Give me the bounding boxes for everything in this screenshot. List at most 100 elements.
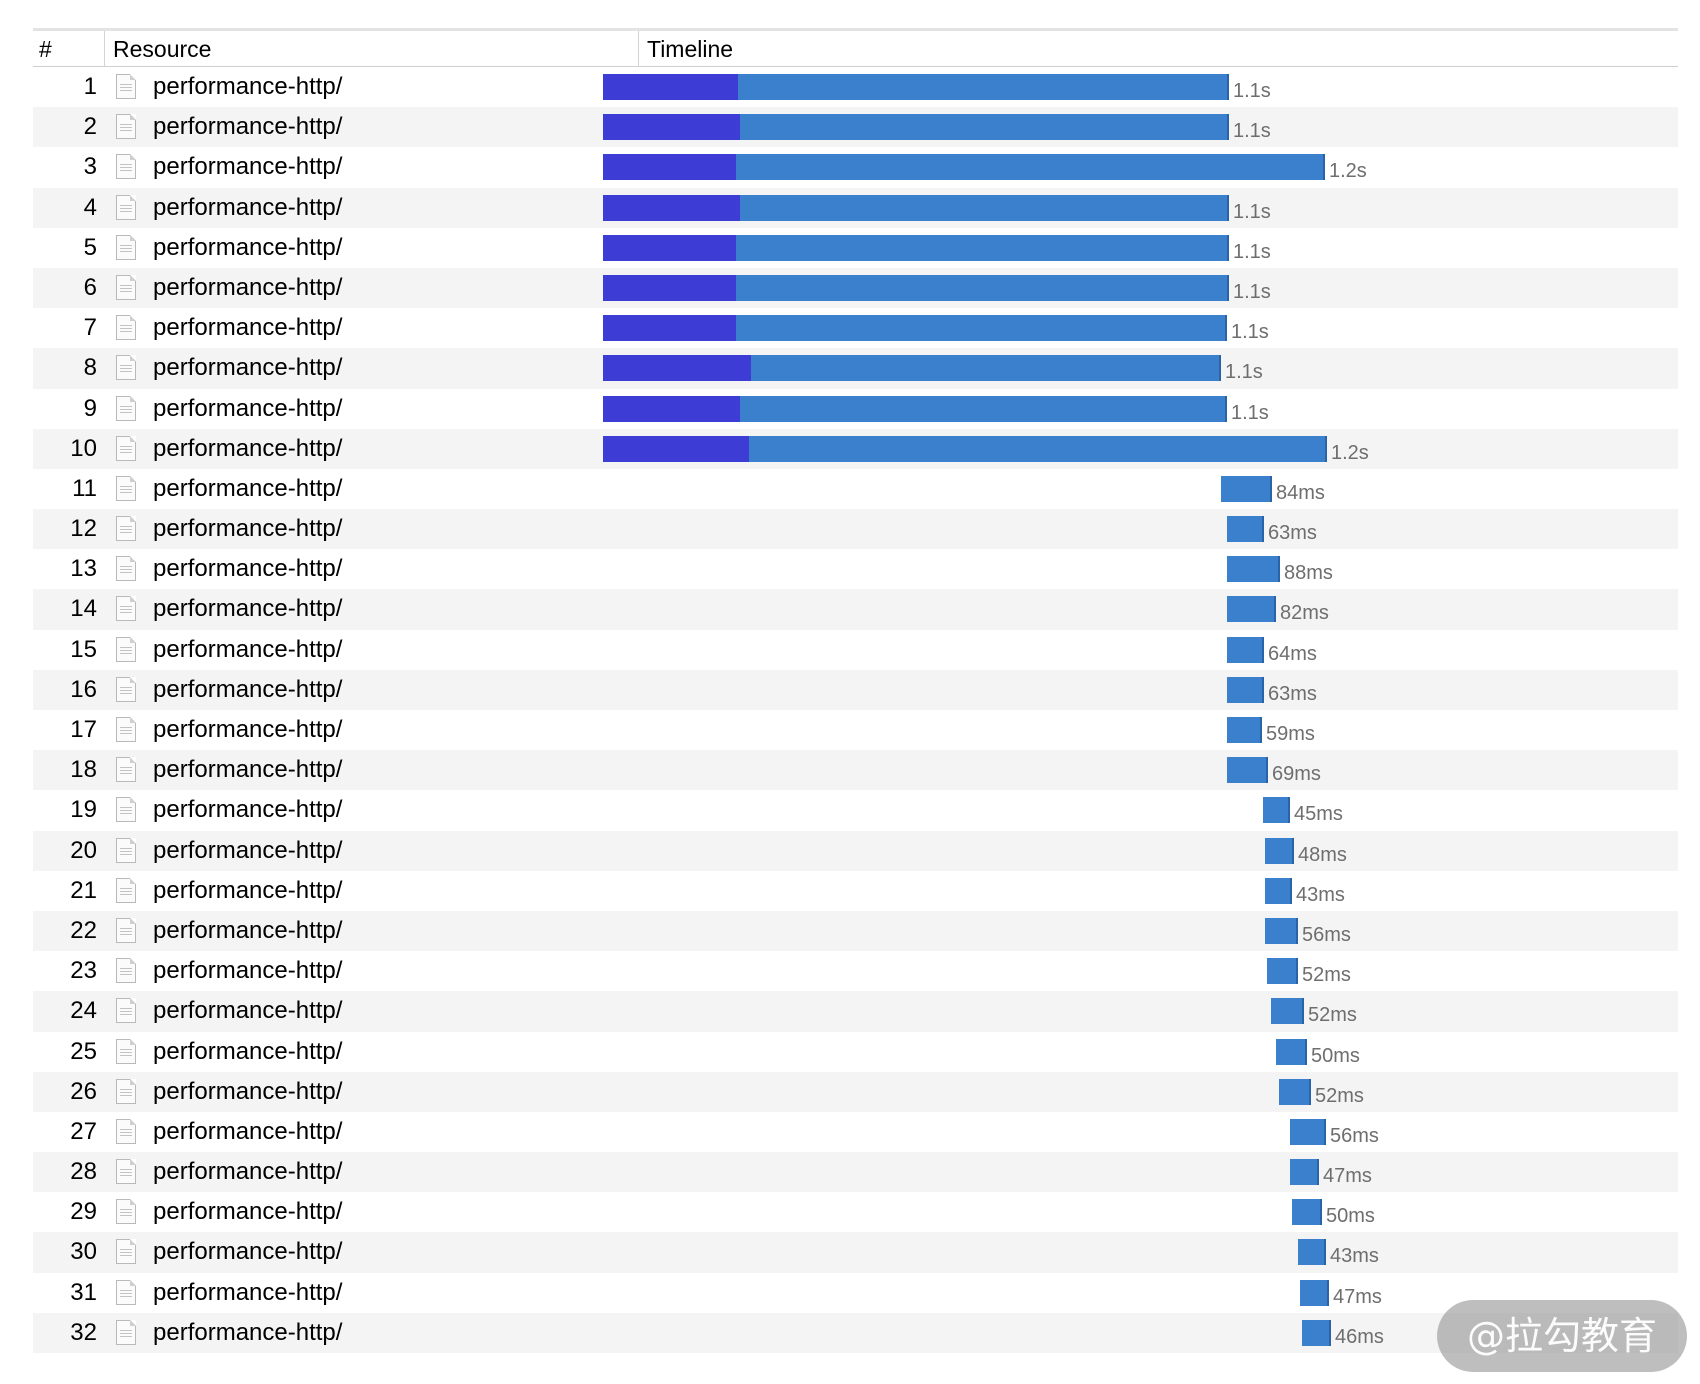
table-row[interactable]: 18 performance-http/69ms [33, 750, 1678, 791]
resource-name[interactable]: performance-http/ [153, 73, 343, 100]
timeline-waiting-bar[interactable] [603, 194, 740, 221]
table-row[interactable]: 14 performance-http/82ms [33, 589, 1678, 630]
timeline-receiving-bar[interactable] [1271, 998, 1304, 1025]
resource-name[interactable]: performance-http/ [153, 555, 343, 583]
resource-name[interactable]: performance-http/ [153, 675, 343, 703]
resource-name[interactable]: performance-http/ [153, 273, 343, 301]
timeline-receiving-bar[interactable] [1265, 917, 1298, 944]
table-row[interactable]: 29 performance-http/50ms [33, 1192, 1678, 1232]
resource-name[interactable]: performance-http/ [153, 434, 343, 462]
timeline-receiving-bar[interactable] [751, 355, 1221, 382]
table-row[interactable]: 2 performance-http/1.1s [33, 107, 1678, 148]
timeline-waiting-bar[interactable] [603, 395, 740, 422]
timeline-waiting-bar[interactable] [603, 154, 736, 181]
timeline-receiving-bar[interactable] [1302, 1319, 1331, 1346]
timeline-receiving-bar[interactable] [1298, 1239, 1326, 1266]
table-row[interactable]: 5 performance-http/1.1s [33, 228, 1678, 268]
table-row[interactable]: 11 performance-http/84ms [33, 469, 1678, 509]
table-row[interactable]: 27 performance-http/56ms [33, 1112, 1678, 1152]
timeline-receiving-bar[interactable] [1227, 596, 1276, 623]
resource-name[interactable]: performance-http/ [153, 1158, 343, 1186]
timeline-receiving-bar[interactable] [1221, 475, 1272, 502]
resource-name[interactable]: performance-http/ [153, 916, 343, 944]
resource-name[interactable]: performance-http/ [153, 756, 343, 784]
table-row[interactable]: 15 performance-http/64ms [33, 630, 1678, 670]
table-row[interactable]: 13 performance-http/88ms [33, 549, 1678, 589]
timeline-receiving-bar[interactable] [1227, 676, 1264, 703]
resource-name[interactable]: performance-http/ [153, 394, 343, 422]
resource-name[interactable]: performance-http/ [153, 796, 343, 824]
table-row[interactable]: 17 performance-http/59ms [33, 710, 1678, 750]
resource-name[interactable]: performance-http/ [153, 997, 343, 1025]
timeline-receiving-bar[interactable] [736, 274, 1229, 301]
table-row[interactable]: 10 performance-http/1.2s [33, 428, 1678, 469]
timeline-waiting-bar[interactable] [603, 435, 749, 462]
timeline-receiving-bar[interactable] [740, 194, 1229, 221]
timeline-receiving-bar[interactable] [1290, 1118, 1326, 1145]
timeline-receiving-bar[interactable] [1263, 797, 1290, 824]
timeline-receiving-bar[interactable] [749, 435, 1327, 462]
timeline-receiving-bar[interactable] [1267, 958, 1298, 985]
resource-name[interactable]: performance-http/ [153, 1037, 343, 1065]
table-row[interactable]: 24 performance-http/52ms [33, 991, 1678, 1032]
table-row[interactable]: 30 performance-http/43ms [33, 1232, 1678, 1273]
table-row[interactable]: 22 performance-http/56ms [33, 910, 1678, 952]
resource-name[interactable]: performance-http/ [153, 515, 343, 543]
column-header-timeline[interactable]: Timeline [638, 31, 733, 66]
timeline-waiting-bar[interactable] [603, 74, 738, 100]
resource-name[interactable]: performance-http/ [153, 1238, 343, 1266]
timeline-waiting-bar[interactable] [603, 274, 736, 301]
table-row[interactable]: 32 performance-http/46ms [33, 1312, 1678, 1353]
resource-name[interactable]: performance-http/ [153, 193, 343, 221]
resource-name[interactable]: performance-http/ [153, 474, 343, 502]
column-header-number[interactable]: # [39, 36, 52, 62]
resource-name[interactable]: performance-http/ [153, 113, 343, 141]
timeline-receiving-bar[interactable] [1265, 877, 1292, 904]
resource-name[interactable]: performance-http/ [153, 153, 343, 181]
resource-name[interactable]: performance-http/ [153, 635, 343, 663]
timeline-receiving-bar[interactable] [1227, 717, 1262, 743]
timeline-receiving-bar[interactable] [1227, 757, 1268, 784]
timeline-waiting-bar[interactable] [603, 315, 736, 342]
table-row[interactable]: 8 performance-http/1.1s [33, 348, 1678, 389]
resource-name[interactable]: performance-http/ [153, 1077, 343, 1105]
timeline-receiving-bar[interactable] [740, 114, 1229, 141]
table-row[interactable]: 25 performance-http/50ms [33, 1032, 1678, 1072]
table-row[interactable]: 16 performance-http/63ms [33, 669, 1678, 710]
timeline-waiting-bar[interactable] [603, 355, 751, 382]
table-row[interactable]: 7 performance-http/1.1s [33, 308, 1678, 348]
table-row[interactable]: 6 performance-http/1.1s [33, 267, 1678, 309]
resource-name[interactable]: performance-http/ [153, 314, 343, 342]
table-row[interactable]: 3 performance-http/1.2s [33, 147, 1678, 187]
table-row[interactable]: 1 performance-http/1.1s [33, 67, 1678, 107]
table-row[interactable]: 31 performance-http/47ms [33, 1273, 1678, 1313]
resource-name[interactable]: performance-http/ [153, 716, 343, 743]
timeline-receiving-bar[interactable] [740, 395, 1227, 422]
timeline-receiving-bar[interactable] [736, 154, 1325, 181]
column-header-resource[interactable]: Resource [104, 31, 643, 66]
table-row[interactable]: 12 performance-http/63ms [33, 509, 1678, 550]
resource-name[interactable]: performance-http/ [153, 957, 343, 985]
timeline-receiving-bar[interactable] [1290, 1159, 1319, 1186]
resource-name[interactable]: performance-http/ [153, 1318, 343, 1346]
resource-name[interactable]: performance-http/ [153, 354, 343, 382]
resource-name[interactable]: performance-http/ [153, 1198, 343, 1226]
resource-name[interactable]: performance-http/ [153, 1278, 343, 1306]
resource-name[interactable]: performance-http/ [153, 836, 343, 864]
timeline-waiting-bar[interactable] [603, 234, 736, 261]
timeline-receiving-bar[interactable] [736, 234, 1229, 261]
timeline-waiting-bar[interactable] [603, 114, 740, 141]
timeline-receiving-bar[interactable] [738, 74, 1229, 100]
table-row[interactable]: 19 performance-http/45ms [33, 790, 1678, 830]
timeline-receiving-bar[interactable] [1265, 837, 1294, 864]
table-row[interactable]: 20 performance-http/48ms [33, 830, 1678, 871]
table-row[interactable]: 26 performance-http/52ms [33, 1071, 1678, 1112]
table-row[interactable]: 4 performance-http/1.1s [33, 187, 1678, 228]
resource-name[interactable]: performance-http/ [153, 1117, 343, 1145]
timeline-receiving-bar[interactable] [1300, 1279, 1329, 1306]
timeline-receiving-bar[interactable] [1292, 1199, 1322, 1226]
table-row[interactable]: 28 performance-http/47ms [33, 1152, 1678, 1193]
timeline-receiving-bar[interactable] [1276, 1038, 1307, 1065]
timeline-receiving-bar[interactable] [1227, 556, 1280, 583]
table-row[interactable]: 23 performance-http/52ms [33, 951, 1678, 991]
